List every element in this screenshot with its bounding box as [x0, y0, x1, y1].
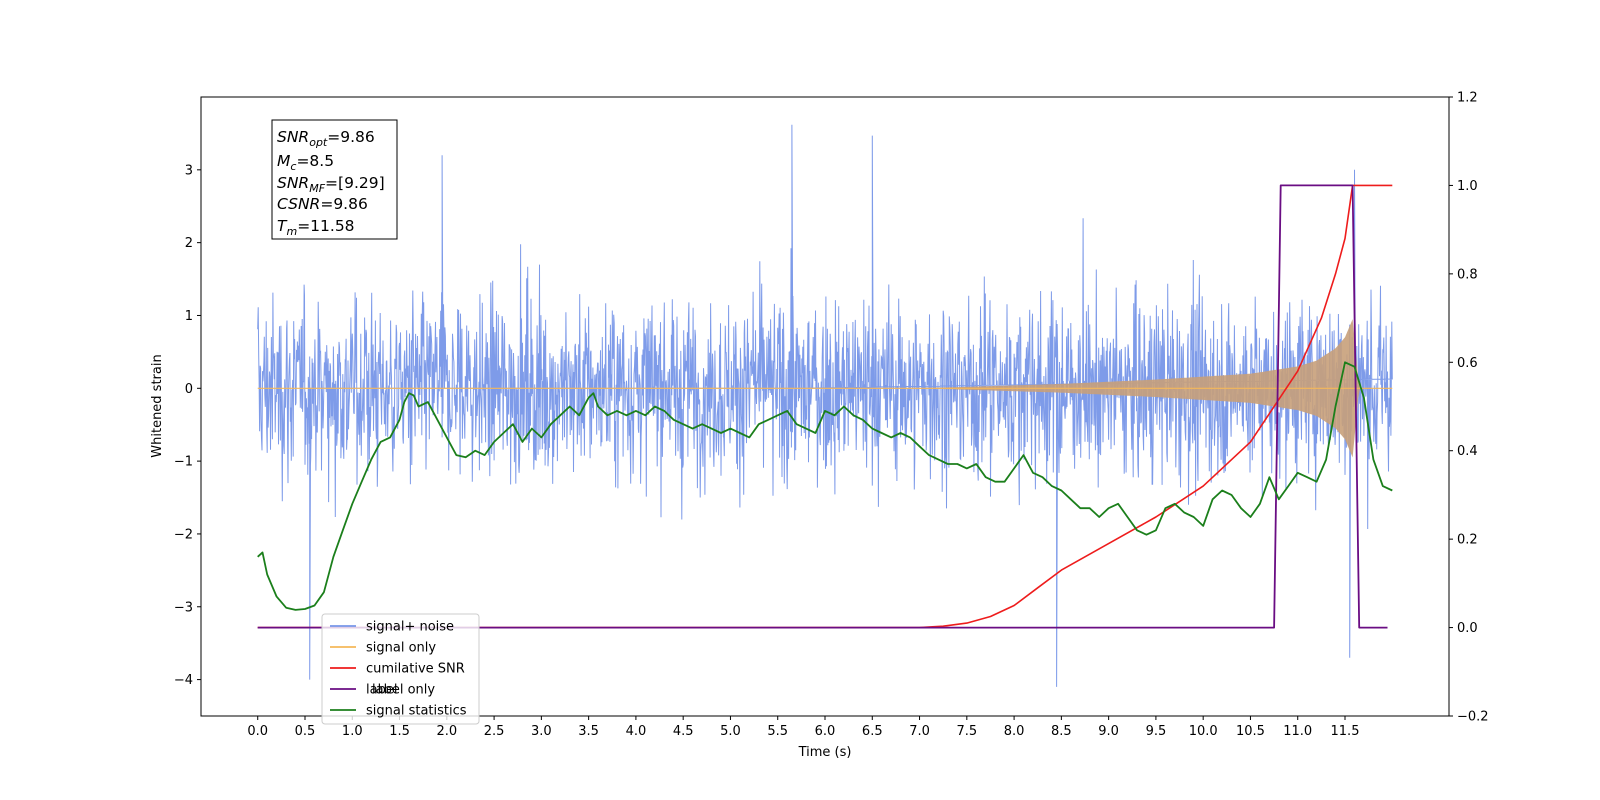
series-signal-noise-line [257, 124, 1393, 687]
y-axis-label: Whitened strain [150, 354, 165, 457]
x-axis-label: Time (s) [798, 745, 852, 760]
x-tick-label: 1.0 [342, 724, 363, 739]
x-tick-label: 0.5 [295, 724, 316, 739]
x-tick-label: 11.0 [1283, 724, 1312, 739]
x-tick-label: 6.0 [815, 724, 836, 739]
y-right-tick-label: 0.0 [1457, 621, 1478, 636]
series-signal-statistics-line [257, 361, 1393, 611]
legend-label-label-only: label only [372, 683, 435, 698]
x-tick-label: 8.5 [1051, 724, 1072, 739]
y-axis-right: 1.2 1.0 0.8 0.6 0.4 0.2 0.0 −0.2 [1449, 91, 1489, 725]
x-axis: 0.0 0.5 1.0 1.5 2.0 2.5 3.0 3.5 4.0 4.5 5.0 5.5 6.0 6… [247, 716, 1359, 739]
stats-annotation: SNRopt=9.86 Mc=8.5 SNRMF=[9.29] CSNR=9.8… [271, 119, 398, 240]
x-tick-label: 5.0 [720, 724, 741, 739]
y-right-tick-label: 0.2 [1457, 533, 1478, 548]
legend-label-signal-noise: signal+ noise [366, 620, 454, 635]
y-right-tick-label: −0.2 [1457, 710, 1489, 725]
x-tick-label: 0.0 [247, 724, 268, 739]
y-tick-label: 3 [185, 163, 193, 178]
legend-label-cumilative-snr: cumilative SNR [366, 662, 465, 677]
x-tick-label: 10.5 [1236, 724, 1265, 739]
x-tick-label: 8.0 [1004, 724, 1025, 739]
x-tick-label: 2.5 [484, 724, 505, 739]
y-tick-label: 2 [185, 236, 193, 251]
series-label-line [257, 184, 1388, 629]
annotation-mc: Mc=8.5 [277, 152, 334, 173]
y-right-tick-label: 0.8 [1457, 267, 1478, 282]
series-cumulative-snr-line [257, 184, 1393, 629]
y-axis-left: 3 2 1 0 −1 −2 −3 −4 [174, 163, 201, 688]
annotation-csnr: CSNR=9.86 [277, 195, 368, 213]
x-tick-label: 10.0 [1189, 724, 1218, 739]
y-tick-label: −3 [174, 600, 193, 615]
annotation-box [271, 119, 398, 240]
y-tick-label: 0 [185, 382, 193, 397]
annotation-snr-opt: SNRopt=9.86 [277, 128, 375, 149]
x-tick-label: 9.0 [1098, 724, 1119, 739]
x-tick-label: 6.5 [862, 724, 883, 739]
plot-area [257, 124, 1393, 687]
legend-label-signal-statistics: signal statistics [366, 704, 467, 719]
x-tick-label: 11.5 [1331, 724, 1360, 739]
x-tick-label: 7.5 [956, 724, 977, 739]
y-right-tick-label: 1.2 [1457, 91, 1478, 106]
x-tick-label: 5.5 [767, 724, 788, 739]
y-tick-label: 1 [185, 309, 193, 324]
x-tick-label: 3.5 [578, 724, 599, 739]
y-right-tick-label: 1.0 [1457, 179, 1478, 194]
y-tick-label: −2 [174, 527, 193, 542]
x-tick-label: 7.0 [909, 724, 930, 739]
x-tick-label: 9.5 [1146, 724, 1167, 739]
y-tick-label: −4 [174, 673, 193, 688]
x-tick-label: 4.0 [626, 724, 647, 739]
legend: signal+ noise signal only cumilative SNR la… [321, 613, 480, 725]
annotation-snr-mf: SNRMF=[9.29] [277, 174, 385, 195]
x-tick-label: 2.0 [436, 724, 457, 739]
y-right-tick-label: 0.6 [1457, 356, 1478, 371]
legend-label-signal-only: signal only [366, 641, 436, 656]
x-tick-label: 4.5 [673, 724, 694, 739]
x-tick-label: 3.0 [531, 724, 552, 739]
annotation-tm: Tm=11.58 [277, 217, 355, 238]
y-right-tick-label: 0.4 [1457, 444, 1478, 459]
y-tick-label: −1 [174, 455, 193, 470]
legend-label-label: label [366, 683, 397, 698]
legend-frame [321, 613, 480, 725]
x-tick-label: 1.5 [389, 724, 410, 739]
